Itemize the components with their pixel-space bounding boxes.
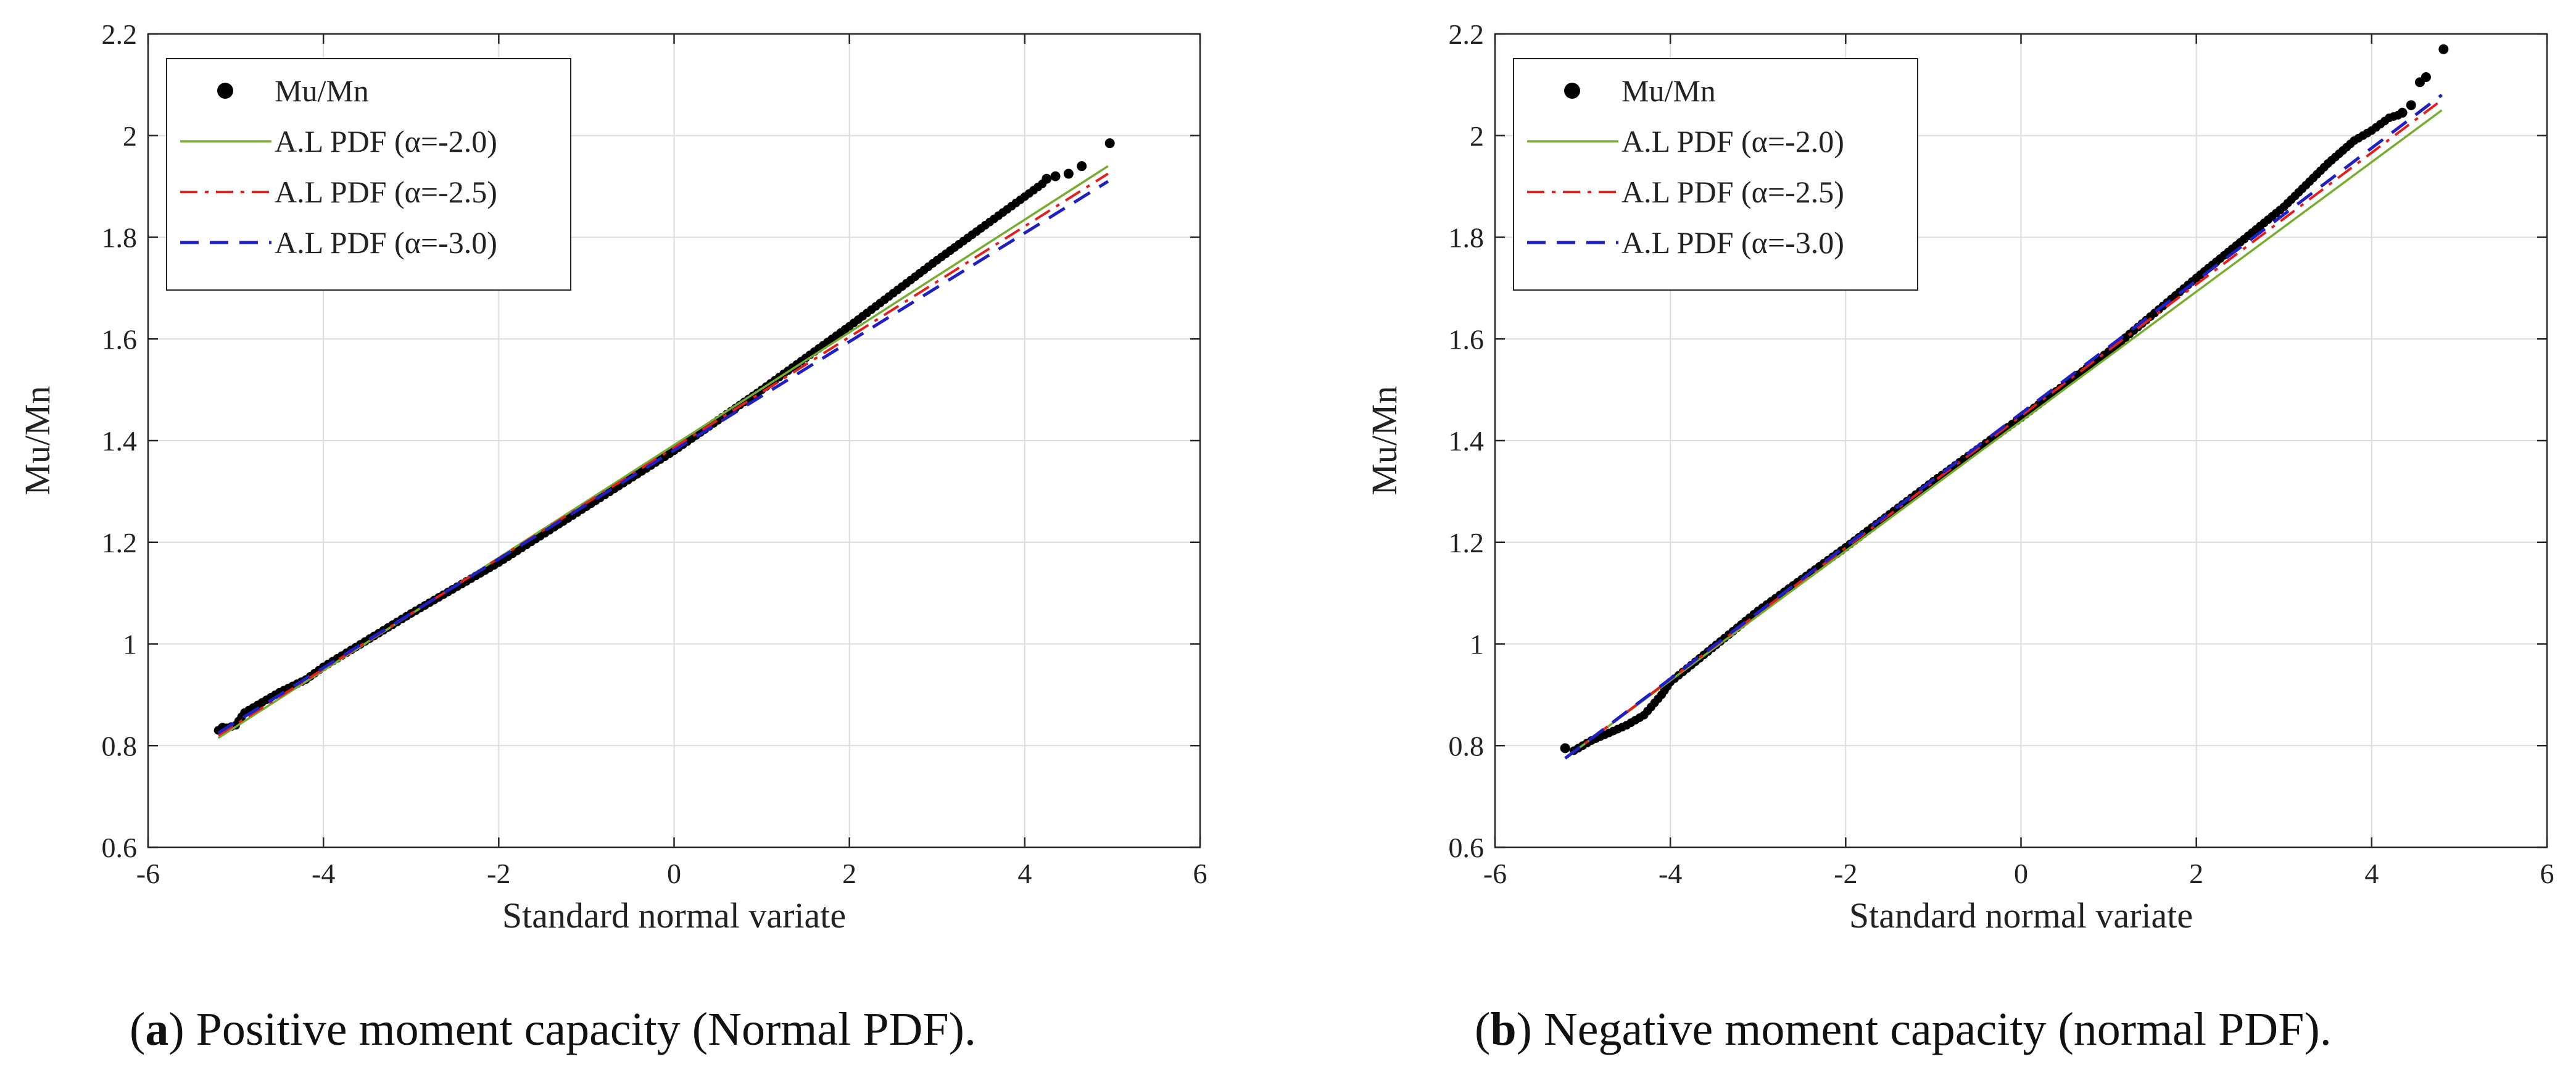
panel-b-ytick-label-0: 0.6 xyxy=(1449,832,1485,863)
panel-a-ytick-label-0: 0.6 xyxy=(102,832,138,863)
panel-b-data-point-199 xyxy=(2397,107,2408,118)
panel-b-legend-label-2: A.L PDF (α=-2.5) xyxy=(1621,175,1844,209)
panel-b-xtick-label-2: -2 xyxy=(1834,858,1857,889)
panel-a-xtick-label-2: -2 xyxy=(487,858,510,889)
panel-b-ytick-label-4: 1.4 xyxy=(1449,425,1485,457)
panel-a-series-line-2 xyxy=(217,180,1109,734)
panel-b-data-point-198 xyxy=(1560,743,1570,753)
panel-b-data-point-200 xyxy=(2406,100,2416,110)
panel-b-ytick-label-6: 1.8 xyxy=(1449,222,1485,254)
panel-b-xlabel: Standard normal variate xyxy=(1849,895,2193,936)
panel-b-series-line-0 xyxy=(1564,109,2443,760)
panel-b-ticks: -6 -4 -2 0 2 4 6 0.6 0.8 1 1.2 1.4 1.6 1.8 2 2.2 xyxy=(1449,19,2554,889)
caption-a: (a) Positive moment capacity (Normal PDF… xyxy=(130,1003,976,1055)
panel-a-legend-symbol-0 xyxy=(217,83,233,99)
panel-b-legend-box xyxy=(1513,58,1918,291)
panel-b-xtick-label-6: 6 xyxy=(2540,858,2554,889)
panel-b-series-line-2 xyxy=(1564,93,2443,760)
caption-b-text: ) Negative moment capacity (normal PDF). xyxy=(1516,1003,2332,1055)
panel-b-ytick-label-3: 1.2 xyxy=(1449,527,1485,558)
panel-a-ytick-label-2: 1 xyxy=(123,629,137,660)
panel-a-ytick-label-5: 1.6 xyxy=(102,323,138,355)
panel-a-legend-label-2: A.L PDF (α=-2.5) xyxy=(275,175,497,209)
panel-a-ytick-label-8: 2.2 xyxy=(102,19,138,50)
panel-b-xtick-label-3: 0 xyxy=(2014,858,2028,889)
panel-a-legend-box xyxy=(166,58,571,291)
panel-a-data-point-191 xyxy=(1104,138,1115,149)
panel-a-series-line-0 xyxy=(217,165,1109,739)
panel-a-xtick-label-4: 2 xyxy=(842,858,856,889)
panel-b-xtick-label-4: 2 xyxy=(2189,858,2203,889)
panel-a-data-point-188 xyxy=(1050,171,1061,181)
panel-b-data-point-203 xyxy=(2438,44,2449,54)
panel-b-legend-symbol-0 xyxy=(1564,83,1580,99)
panel-a-xtick-label-6: 6 xyxy=(1193,858,1207,889)
panel-b-ylabel: Mu/Mn xyxy=(1364,386,1404,495)
panel-b-ytick-label-1: 0.8 xyxy=(1449,730,1485,762)
panel-a-axes-frame xyxy=(147,33,1201,849)
caption-a-letter: a xyxy=(145,1003,169,1055)
panel-a-ticks: -6 -4 -2 0 2 4 6 0.6 0.8 1 1.2 1.4 1.6 1.8 2 2.2 xyxy=(102,19,1207,889)
panel-b-legend-label-1: A.L PDF (α=-2.0) xyxy=(1621,124,1844,159)
panel-b-xtick-label-5: 4 xyxy=(2364,858,2379,889)
caption-b-letter: b xyxy=(1490,1003,1517,1055)
caption-a-text: ) Positive moment capacity (Normal PDF). xyxy=(168,1003,976,1055)
panel-a-chart: -6 -4 -2 0 2 4 6 0.6 0.8 1 1.2 1.4 1.6 1.8 2 2.2 Standar… xyxy=(17,19,1207,936)
panel-a-xtick-label-1: -4 xyxy=(312,858,335,889)
panel-b-xtick-label-0: -6 xyxy=(1483,858,1507,889)
panel-a-xtick-label-5: 4 xyxy=(1017,858,1032,889)
caption-b: (b) Negative moment capacity (normal PDF… xyxy=(1475,1003,2332,1055)
panel-b-ytick-label-8: 2.2 xyxy=(1449,19,1485,50)
panel-b-data-point-202 xyxy=(2421,72,2431,83)
panel-a-legend-label-0: Mu/Mn xyxy=(275,73,369,108)
panel-a-ytick-label-4: 1.4 xyxy=(102,425,138,457)
panel-b-xtick-label-1: -4 xyxy=(1659,858,1682,889)
panel-b-ytick-label-7: 2 xyxy=(1470,120,1484,152)
panel-a-data-point-187 xyxy=(1042,173,1052,184)
panel-b-chart: -6 -4 -2 0 2 4 6 0.6 0.8 1 1.2 1.4 1.6 1.8 2 2.2 Standar… xyxy=(1364,19,2554,936)
panel-a-xtick-label-0: -6 xyxy=(136,858,160,889)
panel-b-axes-frame xyxy=(1494,33,2548,849)
panel-a-data-point-190 xyxy=(1077,161,1087,172)
panel-a-series-line-1 xyxy=(217,172,1109,737)
panel-a-ytick-label-1: 0.8 xyxy=(102,730,138,762)
panel-a-xlabel: Standard normal variate xyxy=(502,895,846,936)
panel-a-ytick-label-3: 1.2 xyxy=(102,527,138,558)
panel-b-legend: Mu/Mn A.L PDF (α=-2.0) A.L PDF (α=-2.5) A.L… xyxy=(1513,58,1918,291)
panel-a-legend-label-1: A.L PDF (α=-2.0) xyxy=(275,124,497,159)
panel-a-data-point-189 xyxy=(1063,168,1074,179)
panel-b-ytick-label-5: 1.6 xyxy=(1449,323,1485,355)
panel-a-xtick-label-3: 0 xyxy=(667,858,681,889)
panel-b-ytick-label-2: 1 xyxy=(1470,629,1484,660)
panel-b-legend-label-3: A.L PDF (α=-3.0) xyxy=(1621,225,1844,260)
panel-a-legend-label-3: A.L PDF (α=-3.0) xyxy=(275,225,497,260)
panel-a-legend: Mu/Mn A.L PDF (α=-2.0) A.L PDF (α=-2.5) A.L… xyxy=(166,58,571,291)
panel-a-ytick-label-7: 2 xyxy=(123,120,137,152)
panel-a-ytick-label-6: 1.8 xyxy=(102,222,138,254)
panel-b-legend-label-0: Mu/Mn xyxy=(1621,73,1716,108)
panel-a-ylabel: Mu/Mn xyxy=(17,386,57,495)
